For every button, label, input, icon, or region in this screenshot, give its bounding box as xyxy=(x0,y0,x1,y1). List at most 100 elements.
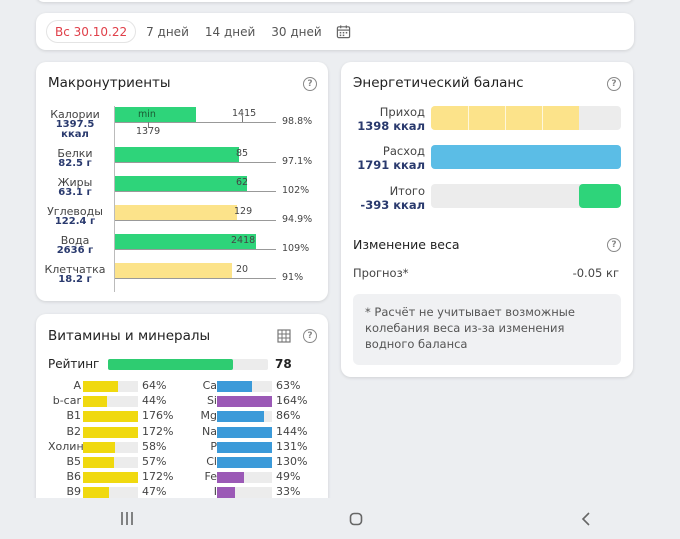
vitamin-name: B2 xyxy=(66,425,81,438)
mineral-bar xyxy=(217,457,272,468)
macro-min-tick xyxy=(148,122,149,128)
macro-target-line xyxy=(115,278,276,279)
range-7-days[interactable]: 7 дней xyxy=(146,24,189,39)
rating-bar xyxy=(108,359,268,370)
date-selector-bar: Вс 30.10.22 7 дней 14 дней 30 дней xyxy=(36,13,634,50)
macro-name: Белки xyxy=(57,147,93,160)
bar-fill xyxy=(217,487,235,498)
mineral-percent: 63% xyxy=(276,379,301,392)
macro-target-value: 20 xyxy=(236,264,249,275)
mineral-percent: 144% xyxy=(276,425,308,438)
bar-fill xyxy=(83,487,109,498)
weight-change-title: Изменение веса xyxy=(353,237,460,252)
macro-percent: 98.8% xyxy=(282,116,313,127)
macro-percent: 94.9% xyxy=(282,214,313,225)
macro-row-protein: Белки 82.5 г 85 97.1% xyxy=(36,146,326,180)
vitamin-percent: 172% xyxy=(142,425,174,438)
macro-min-label: min xyxy=(138,109,156,120)
total-label: Итого xyxy=(389,184,425,198)
back-icon[interactable] xyxy=(580,512,592,526)
help-icon[interactable]: ? xyxy=(607,77,621,91)
recent-apps-icon[interactable] xyxy=(120,512,134,525)
bar-fill xyxy=(217,427,272,438)
macro-target-value: 1415 xyxy=(232,108,257,119)
macro-bar-fill xyxy=(115,147,239,162)
macro-value: 122.4 г xyxy=(54,216,96,227)
bar-fill xyxy=(83,396,107,407)
vitamin-bar xyxy=(83,487,138,498)
bar-fill xyxy=(83,381,118,392)
macro-name: Клетчатка xyxy=(44,263,106,276)
macro-bar-fill xyxy=(115,176,247,191)
expense-bar xyxy=(431,145,621,169)
date-chip-selected[interactable]: Вс 30.10.22 xyxy=(46,20,137,43)
macro-row-fat: Жиры 63.1 г 62 102% xyxy=(36,175,326,209)
macro-min-value: 1379 xyxy=(136,126,161,137)
bar-fill xyxy=(83,472,138,483)
total-bar-fill xyxy=(579,184,621,208)
macro-percent: 109% xyxy=(282,243,310,254)
macro-target-line xyxy=(115,220,276,221)
vitamin-name: b-car xyxy=(52,394,81,407)
macro-value: 63.1 г xyxy=(58,187,92,198)
vitamin-bar xyxy=(83,472,138,483)
system-navigation-bar xyxy=(0,498,680,539)
weight-note-text: * Расчёт не учитывает возможные колебани… xyxy=(365,305,575,351)
macro-row-carbs: Углеводы 122.4 г 129 94.9% xyxy=(36,204,326,238)
vitamins-minerals-card: Витамины и минералы ? Рейтинг 78 A 64% b-c… xyxy=(36,314,328,514)
vitamin-bar xyxy=(83,442,138,453)
energy-balance-card: Энергетический баланс ? Приход 1398 ккал… xyxy=(341,62,633,377)
vitamin-percent: 64% xyxy=(142,379,167,392)
macro-percent: 97.1% xyxy=(282,156,313,167)
expense-label: Расход xyxy=(382,144,425,158)
help-icon[interactable]: ? xyxy=(303,77,317,91)
macro-name: Калории xyxy=(50,108,100,121)
rating-bar-fill xyxy=(108,359,233,370)
macro-value: 1397.5 xyxy=(55,119,95,130)
mineral-name: Mg xyxy=(200,409,217,422)
range-30-days[interactable]: 30 дней xyxy=(271,24,322,39)
help-icon[interactable]: ? xyxy=(303,329,317,343)
calendar-icon[interactable] xyxy=(336,24,351,39)
macro-name: Жиры xyxy=(57,176,93,189)
bar-fill xyxy=(217,381,252,392)
bar-fill xyxy=(217,442,272,453)
macro-bar-fill xyxy=(115,234,256,249)
mineral-bar xyxy=(217,472,272,483)
macronutrients-card: Макронутриенты ? Калории 1397.5 ккал min… xyxy=(36,62,328,301)
macro-name: Углеводы xyxy=(47,205,103,218)
vitamin-bar xyxy=(83,457,138,468)
bar-fill xyxy=(217,472,244,483)
mineral-bar xyxy=(217,381,272,392)
mineral-bar xyxy=(217,396,272,407)
vitamin-bar xyxy=(83,381,138,392)
bar-fill xyxy=(217,457,272,468)
vitamin-name: B1 xyxy=(66,409,81,422)
previous-card-edge xyxy=(36,0,634,2)
macro-target-value: 85 xyxy=(236,148,249,159)
macro-target-tick xyxy=(242,116,243,122)
macro-bar-fill xyxy=(115,107,196,122)
home-icon[interactable] xyxy=(349,512,363,526)
range-14-days[interactable]: 14 дней xyxy=(204,24,256,39)
bar-fill xyxy=(217,396,272,407)
forecast-label: Прогноз* xyxy=(353,266,409,280)
bar-fill xyxy=(83,457,114,468)
table-icon[interactable] xyxy=(277,329,291,343)
vitamin-percent: 172% xyxy=(142,470,174,483)
forecast-value: -0.05 кг xyxy=(572,266,619,280)
help-icon[interactable]: ? xyxy=(607,238,621,252)
vitamin-bar xyxy=(83,427,138,438)
mineral-name: Si xyxy=(206,394,217,407)
mineral-bar xyxy=(217,442,272,453)
mineral-bar xyxy=(217,427,272,438)
mineral-name: Na xyxy=(202,425,217,438)
vitamin-name: Холин xyxy=(48,440,84,453)
vitamin-percent: 44% xyxy=(142,394,167,407)
vitamin-name: B6 xyxy=(66,470,81,483)
vitamin-percent: 176% xyxy=(142,409,174,422)
vitamin-bar xyxy=(83,396,138,407)
mineral-name: I xyxy=(213,485,217,498)
macro-percent: 91% xyxy=(282,272,304,283)
macro-unit: ккал xyxy=(61,129,89,140)
